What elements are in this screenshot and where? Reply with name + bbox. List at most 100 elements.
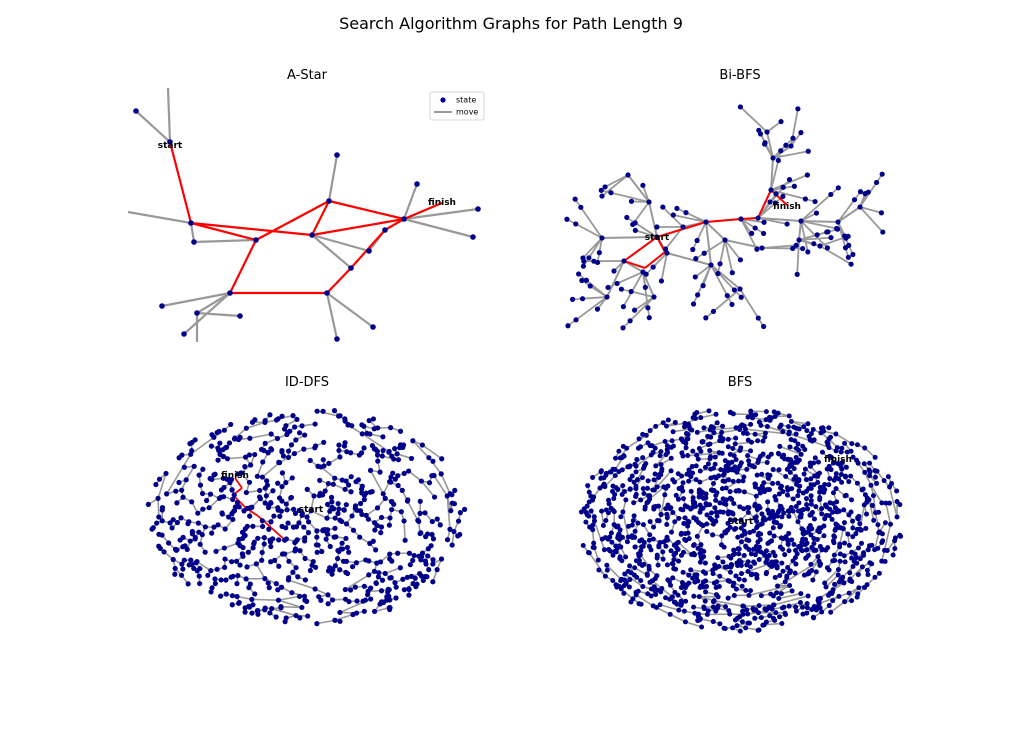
state-node (764, 424, 770, 430)
state-node (795, 519, 801, 525)
state-node (387, 597, 393, 603)
state-node (596, 567, 602, 573)
state-node (730, 478, 736, 484)
panel-bfs: BFS start finish (578, 375, 904, 634)
state-node (583, 277, 589, 283)
move-edge (743, 604, 760, 608)
state-node (767, 472, 773, 478)
state-node (189, 531, 196, 537)
state-node (194, 310, 200, 316)
move-edge (770, 174, 808, 191)
state-node (868, 482, 874, 488)
state-node (335, 510, 341, 517)
state-node (229, 602, 235, 608)
state-node (707, 515, 713, 521)
state-node (790, 245, 796, 252)
state-node (245, 549, 252, 555)
state-node (237, 543, 243, 549)
state-node (731, 453, 737, 459)
state-node (795, 493, 801, 499)
move-edge (582, 296, 608, 300)
state-node (248, 462, 254, 468)
state-node (337, 454, 343, 460)
state-node (697, 559, 703, 565)
state-node (731, 500, 737, 506)
state-node (620, 483, 626, 489)
state-node (755, 438, 761, 444)
state-node (578, 204, 584, 210)
state-node (215, 522, 221, 528)
state-node (639, 475, 645, 481)
state-node (348, 474, 354, 480)
state-node (277, 513, 283, 519)
state-node (644, 572, 650, 578)
state-node (174, 519, 181, 526)
state-node (350, 611, 356, 618)
state-node (229, 593, 236, 599)
state-node (422, 510, 428, 516)
state-node (838, 472, 844, 478)
state-node (588, 508, 594, 514)
state-node (845, 254, 851, 260)
state-node (803, 496, 809, 502)
finish-label: finish (428, 198, 456, 208)
state-node (809, 510, 815, 516)
state-node (755, 315, 761, 321)
move-edge (770, 160, 780, 191)
state-node (607, 469, 613, 475)
move-edge (673, 214, 707, 223)
state-node (791, 542, 797, 548)
state-node (180, 566, 186, 572)
state-node (790, 508, 796, 514)
move-edge (818, 595, 840, 605)
state-node (665, 483, 671, 489)
state-node (444, 537, 451, 543)
state-node (410, 557, 416, 563)
state-node (680, 569, 686, 575)
state-node (741, 474, 747, 480)
state-node (565, 323, 571, 329)
state-node (656, 544, 662, 550)
move-edge (420, 480, 436, 498)
state-node (876, 570, 882, 576)
state-node (375, 458, 381, 464)
state-node (772, 494, 778, 500)
state-node (331, 506, 337, 512)
move-edge (196, 560, 212, 572)
state-node (762, 430, 768, 436)
move-edge (757, 217, 802, 222)
state-node (380, 434, 386, 440)
state-node (336, 506, 342, 512)
state-node (813, 547, 819, 553)
move-edge (384, 567, 401, 575)
move-edge (634, 222, 658, 238)
state-node (843, 464, 849, 470)
move-edge (311, 234, 352, 269)
state-node (732, 526, 738, 532)
move-edge (740, 218, 756, 229)
state-node (801, 506, 807, 512)
start-label: start (299, 505, 324, 515)
move-edge (246, 421, 266, 429)
move-edge (798, 220, 802, 241)
state-node (180, 544, 186, 550)
move-edge (261, 462, 281, 478)
state-node (647, 579, 653, 585)
state-node (377, 469, 383, 475)
state-node (404, 574, 410, 580)
state-node (314, 534, 320, 540)
state-node (757, 490, 763, 496)
state-node (399, 487, 405, 493)
state-node (894, 488, 900, 494)
state-node (374, 505, 381, 511)
path-edge (234, 477, 243, 489)
state-node (699, 439, 705, 445)
start-label: start (729, 517, 754, 527)
state-node (697, 502, 703, 508)
move-edge (165, 453, 192, 495)
state-node (645, 478, 651, 484)
state-node (738, 517, 744, 523)
state-node (774, 590, 780, 596)
state-node (342, 440, 348, 446)
move-edge (719, 239, 726, 264)
